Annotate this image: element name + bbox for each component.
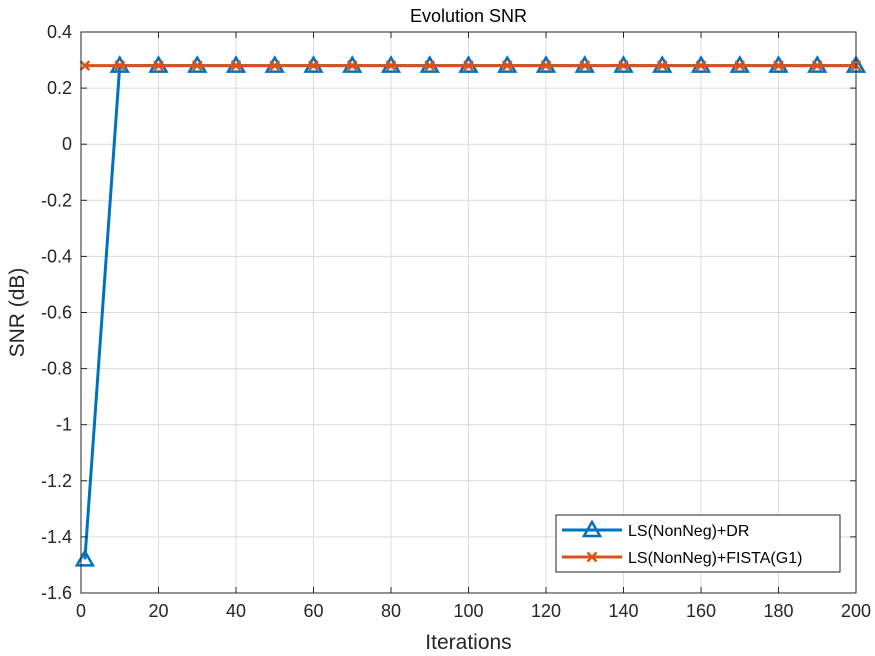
x-tick-label: 40: [226, 601, 246, 621]
x-tick-label: 140: [608, 601, 638, 621]
triangle-marker: [581, 519, 603, 538]
x-marker: [734, 60, 746, 72]
x-marker: [385, 60, 397, 72]
x-tick-label: 160: [686, 601, 716, 621]
x-marker: [811, 60, 823, 72]
x-marker: [773, 60, 784, 72]
x-tick-label: 180: [763, 601, 793, 621]
y-tick-label: 0: [62, 134, 72, 154]
x-tick-label: 100: [453, 601, 483, 621]
x-marker: [269, 60, 281, 72]
x-axis-ticks: 0 20 40 60 80 100 120 140 160 180 200: [76, 32, 871, 621]
y-tick-label: 0.2: [47, 78, 72, 98]
legend-label: LS(NonNeg)+FISTA(G1): [628, 550, 802, 567]
x-marker: [230, 60, 242, 72]
x-marker: [463, 60, 474, 72]
y-axis-label: SNR (dB): [6, 268, 29, 358]
x-tick-label: 200: [841, 601, 871, 621]
y-tick-label: -1.4: [41, 527, 72, 547]
x-marker: [153, 60, 164, 72]
x-marker: [79, 60, 91, 72]
series-2: [79, 60, 862, 72]
x-tick-label: 0: [76, 601, 86, 621]
x-marker: [540, 60, 552, 72]
y-tick-label: -0.8: [41, 359, 72, 379]
y-tick-label: -0.2: [41, 190, 72, 210]
x-marker: [114, 60, 126, 72]
y-tick-label: -1.6: [41, 583, 72, 603]
x-marker: [579, 60, 591, 72]
x-marker: [656, 60, 668, 72]
x-marker: [346, 60, 358, 72]
x-tick-label: 80: [381, 601, 401, 621]
x-marker: [586, 551, 598, 563]
x-marker: [191, 60, 203, 72]
x-marker: [501, 60, 513, 72]
x-marker: [618, 60, 629, 72]
x-tick-label: 120: [531, 601, 561, 621]
y-tick-label: 0.4: [47, 22, 72, 42]
y-axis-ticks: -1.6 -1.4 -1.2 -1 -0.8 -0.6 -0.4 -0.2 0 0.2 0.4: [41, 22, 856, 603]
x-axis-label: Iterations: [425, 631, 511, 654]
y-tick-label: -1: [56, 415, 72, 435]
legend-label: LS(NonNeg)+DR: [628, 523, 749, 540]
y-tick-label: -0.6: [41, 303, 72, 323]
legend: LS(NonNeg)+DR LS(NonNeg)+FISTA(G1): [555, 514, 841, 573]
y-tick-label: -0.4: [41, 246, 72, 266]
series-layer: [74, 55, 867, 567]
y-tick-label: -1.2: [41, 471, 72, 491]
x-marker: [695, 60, 707, 72]
x-tick-label: 20: [148, 601, 168, 621]
x-tick-label: 60: [303, 601, 323, 621]
legend-box: [555, 514, 841, 573]
x-marker: [424, 60, 436, 72]
chart-title: Evolution SNR: [410, 6, 527, 26]
x-marker: [308, 60, 319, 72]
